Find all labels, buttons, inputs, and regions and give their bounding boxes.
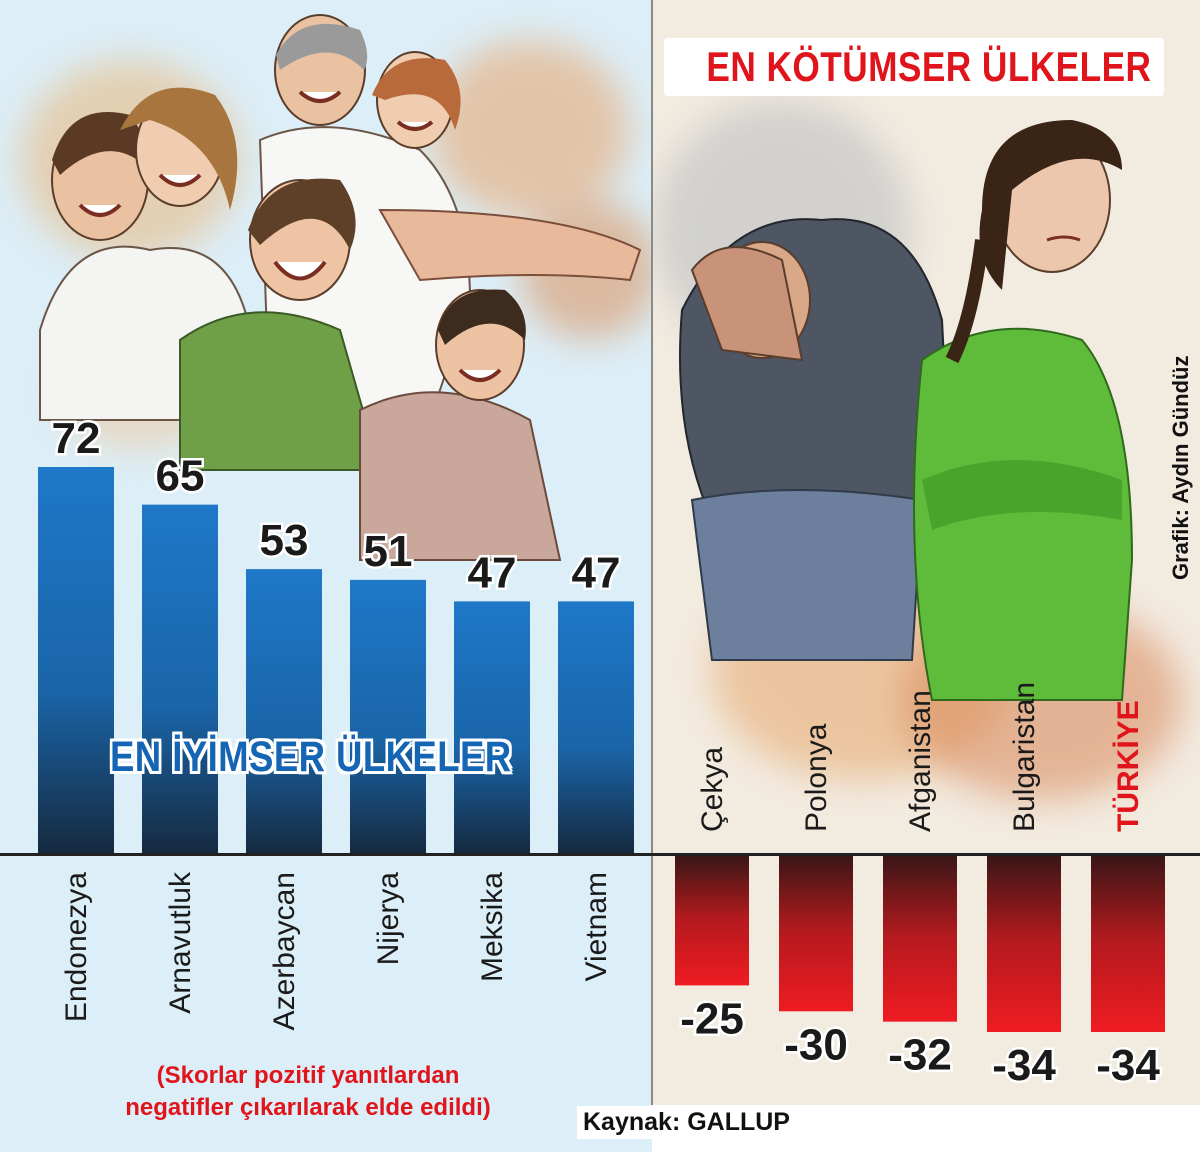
category-label-cekya: Çekya	[696, 747, 729, 832]
bar-meksika	[454, 601, 530, 854]
category-label-afganistan: Afganistan	[904, 690, 937, 832]
methodology-note: (Skorlar pozitif yanıtlardan negatifler …	[48, 1060, 568, 1124]
category-label-vietnam: Vietnam	[580, 872, 613, 982]
bar-afganistan	[883, 856, 957, 1022]
panel-divider	[651, 0, 653, 1105]
happy-people-illustration	[39, 14, 642, 561]
value-label-bulgaristan: -34	[992, 1041, 1056, 1090]
value-label-azerbaycan: 53	[260, 516, 309, 565]
methodology-note-line-1: (Skorlar pozitif yanıtlardan	[156, 1062, 460, 1089]
graphic-credit: Grafik: Aydın Gündüz	[1168, 355, 1193, 580]
value-label-vietnam: 47	[572, 548, 621, 597]
category-label-bulgaristan: Bulgaristan	[1008, 682, 1041, 832]
category-label-azerbaycan: Azerbaycan	[268, 872, 301, 1030]
bar-cekya	[675, 856, 749, 986]
value-label-turkiye: -34	[1096, 1041, 1160, 1090]
sad-people-illustration	[679, 120, 1134, 701]
bar-arnavutluk	[142, 504, 218, 854]
bar-bulgaristan	[987, 856, 1061, 1032]
pessimist-bar-chart: -25 Çekya -30 Polonya -32 Afganistan -34 Bulgar…	[675, 682, 1165, 1093]
bar-azerbaycan	[246, 569, 322, 854]
value-label-endonezya: 72	[52, 414, 101, 463]
bar-nijerya	[350, 579, 426, 854]
value-label-polonya: -30	[784, 1020, 848, 1069]
category-label-arnavutluk: Arnavutluk	[164, 871, 197, 1014]
value-label-meksika: 47	[468, 548, 517, 597]
value-label-arnavutluk: 65	[156, 452, 205, 501]
bar-polonya	[779, 856, 853, 1012]
category-label-endonezya: Endonezya	[60, 872, 93, 1022]
category-label-nijerya: Nijerya	[372, 872, 405, 966]
optimist-title: EN İYİMSER ÜLKELER	[110, 733, 512, 781]
category-label-polonya: Polonya	[800, 723, 833, 832]
value-label-afganistan: -32	[888, 1031, 952, 1080]
baseline-axis	[0, 853, 1200, 856]
value-label-cekya: -25	[680, 994, 744, 1043]
pessimist-title-text: EN KÖTÜMSER ÜLKELER	[706, 43, 1152, 90]
bar-vietnam	[558, 601, 634, 854]
pessimist-title: EN KÖTÜMSER ÜLKELER	[664, 38, 1164, 96]
bar-endonezya	[38, 467, 114, 854]
optimist-bar-chart: 72 Endonezya 65 Arnavutluk 53 Azerbaycan 51 Nij…	[38, 412, 634, 1030]
category-label-turkiye: TÜRKİYE	[1112, 700, 1145, 832]
source-label: Kaynak: GALLUP	[577, 1106, 796, 1139]
bar-turkiye	[1091, 856, 1165, 1032]
category-label-meksika: Meksika	[476, 872, 509, 982]
value-label-nijerya: 51	[364, 527, 413, 576]
methodology-note-line-2: negatifler çıkarılarak elde edildi)	[125, 1094, 491, 1121]
